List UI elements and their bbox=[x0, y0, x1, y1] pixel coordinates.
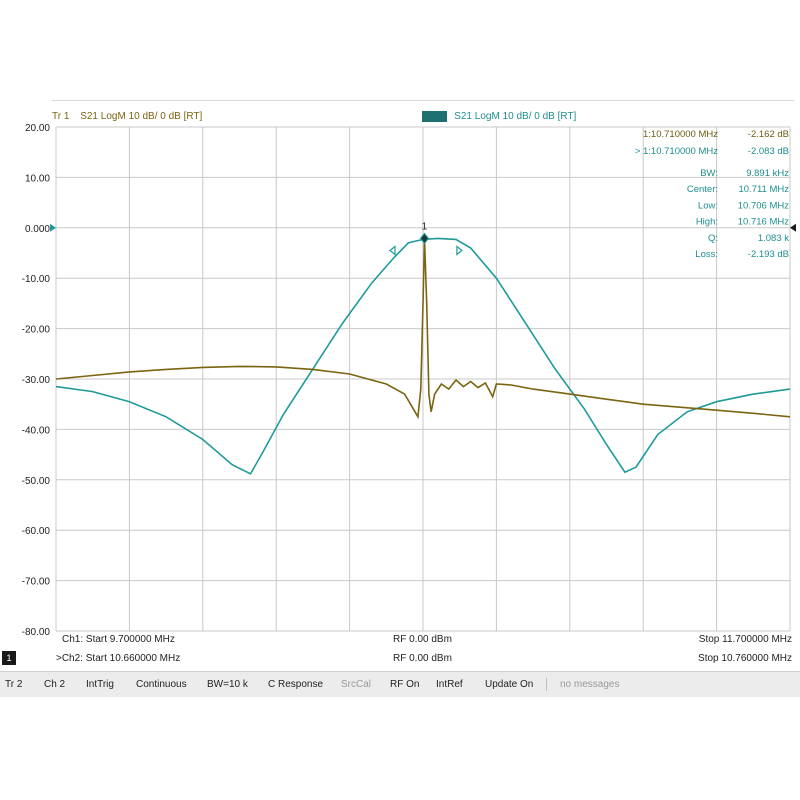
stat-label: Q: bbox=[708, 233, 718, 244]
softkey[interactable]: IntRef bbox=[436, 679, 463, 690]
softkey[interactable]: C Response bbox=[268, 679, 324, 690]
trace2-tag: Tr 2 bbox=[422, 111, 448, 122]
y-tick-label: -60.00 bbox=[22, 526, 51, 537]
y-tick-label: -30.00 bbox=[22, 375, 51, 386]
active-channel-badge[interactable]: 1 bbox=[2, 651, 16, 665]
stat-value: 9.891 kHz bbox=[746, 168, 789, 179]
ref-level-marker-right[interactable] bbox=[790, 223, 796, 232]
trace1-line bbox=[55, 238, 791, 420]
ch2-rf-power: RF 0.00 dBm bbox=[393, 653, 452, 664]
trace1-tag: Tr 1 bbox=[52, 111, 70, 122]
stat-value: 1.083 k bbox=[758, 233, 789, 244]
trace2-line bbox=[55, 237, 791, 475]
softkey[interactable]: Update On bbox=[485, 679, 534, 690]
stat-label: Low: bbox=[698, 200, 718, 211]
y-tick-label: 10.00 bbox=[25, 173, 50, 184]
y-tick-label: 0.000 bbox=[25, 224, 50, 235]
header-divider bbox=[52, 100, 794, 101]
softkey[interactable]: no messages bbox=[560, 679, 620, 690]
stat-value: 10.711 MHz bbox=[738, 184, 789, 195]
stat-label: Center: bbox=[687, 184, 718, 195]
bw-high-marker[interactable] bbox=[456, 245, 463, 256]
y-tick-label: 20.00 bbox=[25, 123, 50, 134]
softkey[interactable]: BW=10 k bbox=[207, 679, 248, 690]
softkey[interactable]: Tr 2 bbox=[5, 679, 23, 690]
stat-label: BW: bbox=[700, 168, 718, 179]
y-axis-labels: 20.00 10.00 0.000 -10.00 -20.00 -30.00 -40.00 -… bbox=[22, 123, 51, 638]
softkey-separator bbox=[546, 678, 547, 691]
y-tick-label: -80.00 bbox=[22, 627, 51, 638]
y-tick-label: -40.00 bbox=[22, 425, 51, 436]
trace1-format: S21 LogM 10 dB/ 0 dB [RT] bbox=[80, 111, 203, 122]
trace2-format: S21 LogM 10 dB/ 0 dB [RT] bbox=[454, 111, 577, 122]
softkey[interactable]: IntTrig bbox=[86, 679, 114, 690]
y-tick-label: -50.00 bbox=[22, 476, 51, 487]
trace2-header[interactable]: Tr 2 S21 LogM 10 dB/ 0 dB [RT] bbox=[422, 109, 576, 125]
stat-value: -2.193 dB bbox=[748, 249, 789, 260]
ch2-stop: Stop 10.760000 MHz bbox=[698, 653, 792, 664]
marker-readout: 1:10.710000 MHz -2.162 dB > 1:10.710000 … bbox=[635, 129, 789, 260]
plot-grid bbox=[55, 126, 791, 632]
ch2-start: >Ch2: Start 10.660000 MHz bbox=[56, 653, 181, 664]
stat-label: High: bbox=[696, 217, 718, 228]
y-tick-label: -20.00 bbox=[22, 325, 51, 336]
y-tick-label: -10.00 bbox=[22, 274, 51, 285]
softkey[interactable]: Ch 2 bbox=[44, 679, 66, 690]
marker1-diamond[interactable] bbox=[419, 232, 430, 245]
channel2-status: >Ch2: Start 10.660000 MHz RF 0.00 dBm St… bbox=[0, 651, 800, 667]
marker1-value: -2.162 dB bbox=[748, 129, 789, 140]
bw-low-marker[interactable] bbox=[389, 245, 396, 256]
marker2-value: -2.083 dB bbox=[748, 146, 789, 157]
marker1-label: 1:10.710000 MHz bbox=[643, 129, 718, 140]
marker1-flag: 1 bbox=[422, 221, 428, 232]
softkey-bar: Tr 2 Ch 2 IntTrig Continuous BW=10 k C Respon… bbox=[0, 671, 800, 697]
ref-level-marker-left[interactable] bbox=[50, 223, 56, 232]
softkey[interactable]: Continuous bbox=[136, 679, 187, 690]
trace1-header[interactable]: Tr 1 S21 LogM 10 dB/ 0 dB [RT] bbox=[52, 109, 202, 125]
traces: 1 bbox=[50, 221, 796, 475]
ch1-stop: Stop 11.700000 MHz bbox=[698, 634, 792, 645]
marker2-label: > 1:10.710000 MHz bbox=[635, 146, 718, 157]
analyzer-screen bbox=[0, 100, 800, 696]
y-tick-label: -70.00 bbox=[22, 577, 51, 588]
softkey[interactable]: SrcCal bbox=[341, 679, 372, 690]
stat-label: Loss: bbox=[695, 249, 718, 260]
channel1-status: Ch1: Start 9.700000 MHz RF 0.00 dBm Stop… bbox=[0, 632, 800, 648]
ch1-rf-power: RF 0.00 dBm bbox=[393, 634, 452, 645]
stat-value: 10.716 MHz bbox=[738, 217, 789, 228]
stat-value: 10.706 MHz bbox=[738, 200, 789, 211]
softkey[interactable]: RF On bbox=[390, 679, 420, 690]
ch1-start: Ch1: Start 9.700000 MHz bbox=[62, 634, 175, 645]
